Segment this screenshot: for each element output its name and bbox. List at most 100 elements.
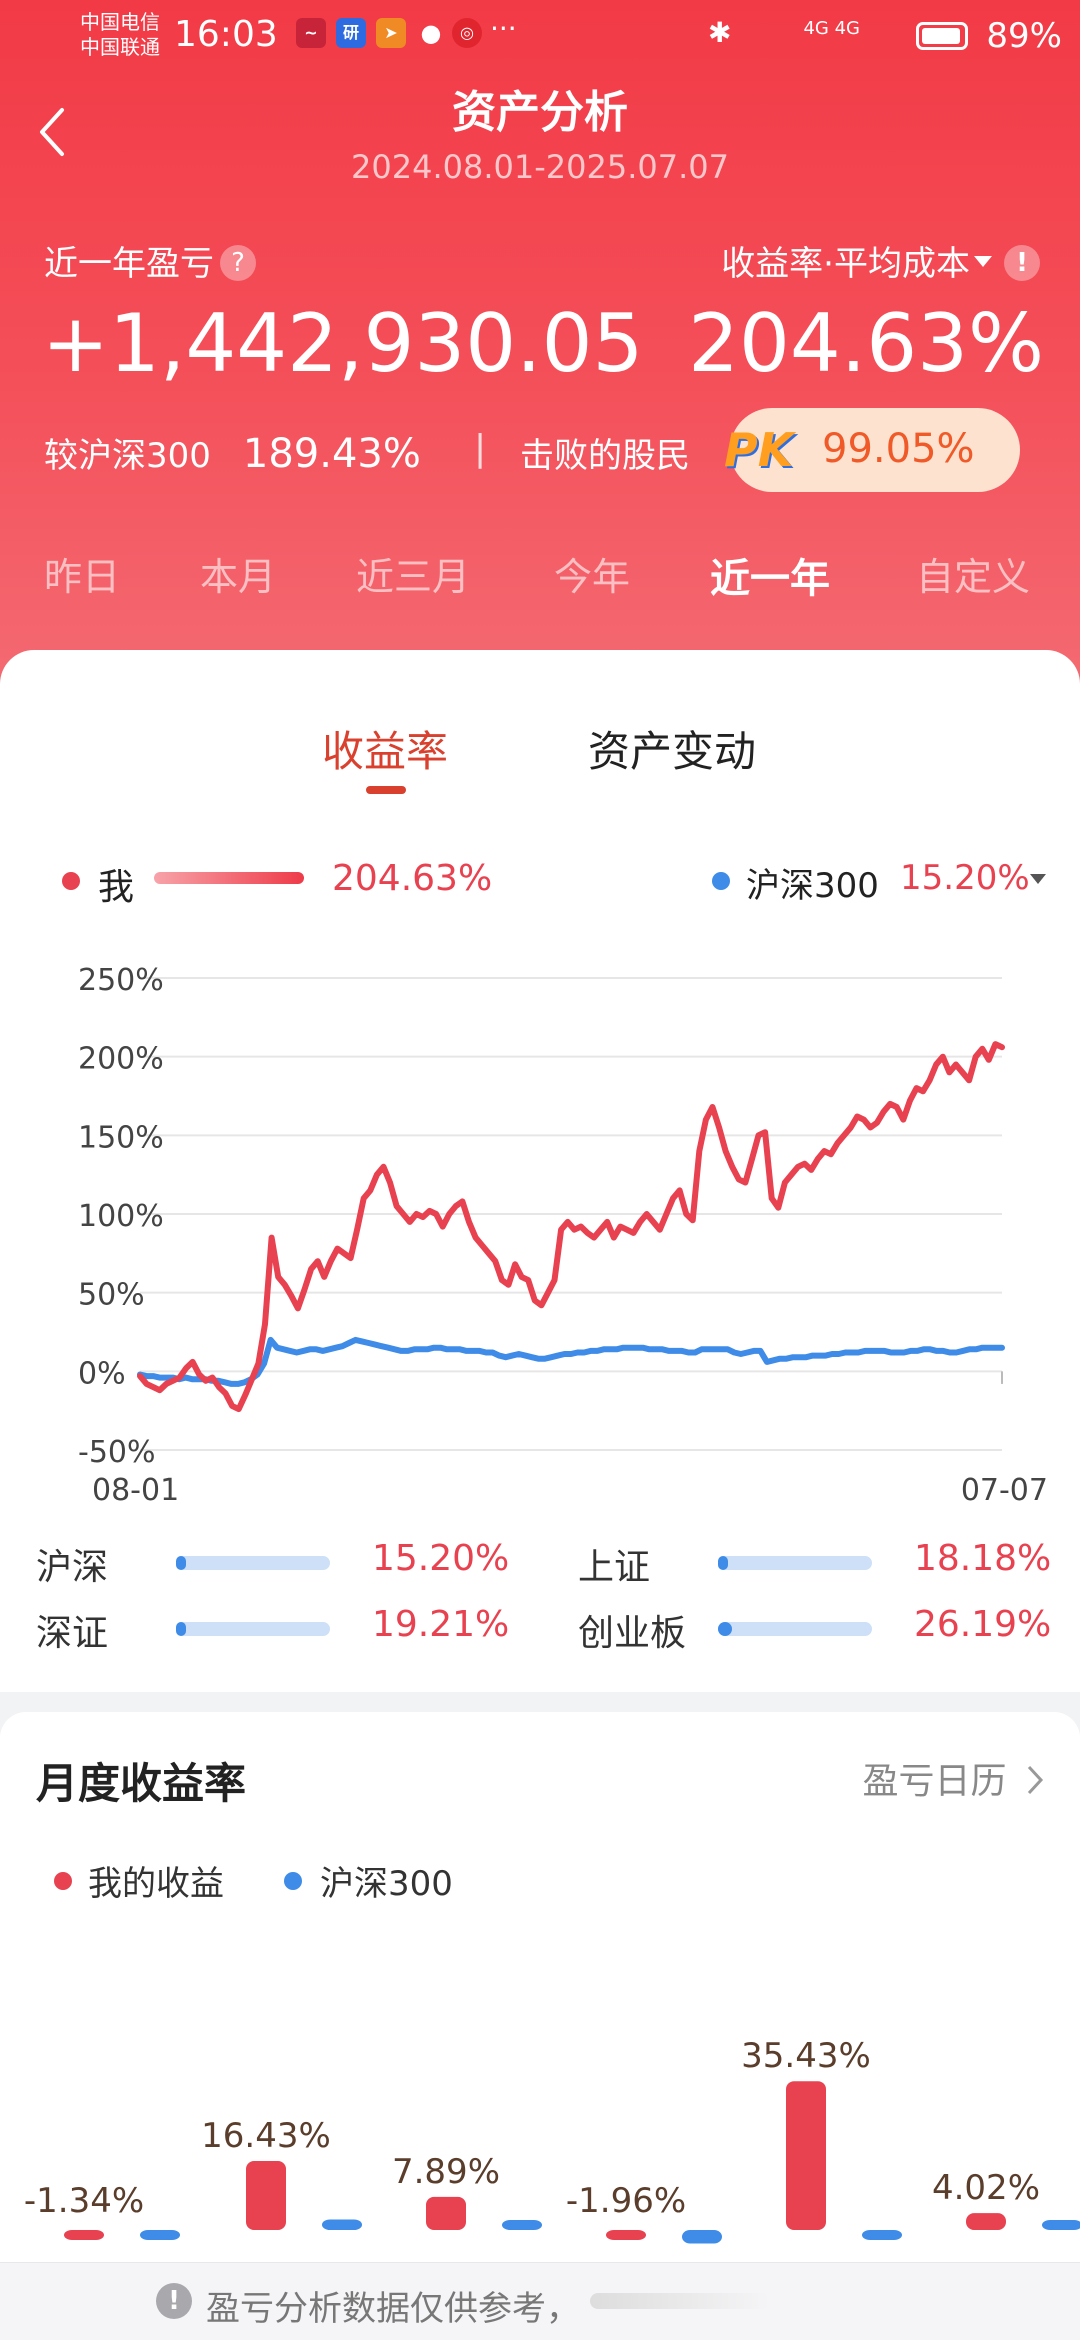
x-end-label: 07-07 bbox=[961, 1473, 1048, 1508]
beat-value[interactable]: 99.05% bbox=[822, 426, 975, 472]
tab-return-rate[interactable]: 收益率 bbox=[322, 727, 449, 776]
y-tick-label: 100% bbox=[78, 1199, 164, 1234]
bar-me bbox=[246, 2160, 286, 2230]
bar-index bbox=[322, 2219, 362, 2230]
index-dropdown-icon[interactable] bbox=[1030, 874, 1046, 884]
pnl-value: +1,442,930.05 bbox=[42, 297, 644, 390]
pnl-label: 近一年盈亏 bbox=[44, 244, 214, 284]
carrier-labels: 中国电信 中国联通 bbox=[80, 10, 160, 60]
tab-one-year[interactable]: 近一年 bbox=[710, 556, 830, 602]
index-value-cyb: 26.19% bbox=[914, 1604, 1052, 1645]
monthly-bar-chart: -1.34%-0.74%16.43%2.50%7.89%1.85%-1.96%3… bbox=[24, 2036, 1080, 2290]
index-fill-sh bbox=[718, 1556, 728, 1570]
header-panel: 中国电信 中国联通 16:03 ~ 研 ➤ ● ◎ ··· ✱ 4G 4G 89… bbox=[0, 0, 1080, 700]
date-range: 2024.08.01-2025.07.07 bbox=[351, 148, 729, 186]
legend-me-dot bbox=[62, 872, 80, 890]
bar-index bbox=[140, 2230, 180, 2240]
return-label[interactable]: 收益率·平均成本 bbox=[721, 244, 970, 284]
monthly-legend-me: 我的收益 bbox=[88, 1864, 224, 1904]
pnl-calendar-link[interactable]: 盈亏日历 bbox=[863, 1752, 1046, 1804]
bar-me bbox=[64, 2230, 104, 2240]
legend-index-value[interactable]: 15.20% bbox=[900, 858, 1030, 898]
bar-me-label: 7.89% bbox=[392, 2152, 500, 2192]
vs-label: 较沪深300 bbox=[44, 436, 211, 476]
bar-me bbox=[966, 2213, 1006, 2230]
help-icon[interactable]: ? bbox=[220, 245, 256, 281]
monthly-legend-index-dot bbox=[284, 1872, 302, 1890]
vs-value: 189.43% bbox=[242, 431, 421, 477]
info-icon: ! bbox=[156, 2283, 192, 2319]
disclaimer-fade bbox=[590, 2293, 770, 2309]
x-start-label: 08-01 bbox=[92, 1473, 179, 1508]
bar-index bbox=[682, 2230, 722, 2244]
period-tabs: 昨日 本月 近三月 今年 近一年 自定义 bbox=[0, 546, 1080, 616]
index-name-cyb: 创业板 bbox=[578, 1613, 687, 1654]
page-title: 资产分析 bbox=[452, 87, 628, 138]
chevron-right-icon[interactable] bbox=[1024, 1763, 1046, 1797]
tab-three-months[interactable]: 近三月 bbox=[356, 555, 471, 599]
beat-label: 击败的股民 bbox=[520, 436, 690, 476]
yan-app-icon: 研 bbox=[336, 18, 366, 48]
index-name-sh: 上证 bbox=[578, 1547, 651, 1588]
stock-app-icon: ~ bbox=[296, 18, 326, 48]
bar-index bbox=[862, 2230, 902, 2240]
y-tick-label: -50% bbox=[78, 1435, 156, 1470]
bar-me-label: -1.34% bbox=[24, 2181, 144, 2221]
monthly-legend-me-dot bbox=[54, 1872, 72, 1890]
divider: | bbox=[474, 428, 487, 469]
disclaimer-text: 盈亏分析数据仅供参考， bbox=[206, 2289, 580, 2329]
y-tick-label: 50% bbox=[78, 1278, 145, 1313]
index-fill-cyb bbox=[718, 1622, 732, 1636]
back-arrow-icon[interactable] bbox=[34, 104, 70, 160]
index-fill-hs bbox=[176, 1556, 186, 1570]
y-tick-label: 200% bbox=[78, 1042, 164, 1077]
tab-this-year[interactable]: 今年 bbox=[554, 555, 631, 599]
y-tick-label: 150% bbox=[78, 1120, 164, 1155]
battery-icon bbox=[916, 22, 968, 50]
active-tab-indicator bbox=[366, 786, 406, 794]
bar-me bbox=[426, 2196, 466, 2230]
tab-yesterday[interactable]: 昨日 bbox=[44, 555, 121, 599]
bar-me-label: 4.02% bbox=[932, 2168, 1040, 2208]
y-tick-label: 0% bbox=[78, 1356, 126, 1391]
bluetooth-icon: ✱ bbox=[708, 16, 732, 49]
carrier-1: 中国电信 bbox=[80, 10, 160, 34]
return-label-group[interactable]: 收益率·平均成本! bbox=[721, 236, 1040, 285]
pk-badge-icon[interactable]: PK bbox=[724, 423, 794, 477]
bar-index bbox=[502, 2220, 542, 2230]
network-indicator: 4G 4G bbox=[803, 18, 860, 39]
beat-pill[interactable] bbox=[730, 408, 1020, 492]
pnl-label-group: 近一年盈亏? bbox=[44, 236, 256, 285]
return-chart-card bbox=[0, 650, 1080, 1692]
index-value-sz: 19.21% bbox=[372, 1604, 510, 1645]
bar-me-label: -1.96% bbox=[566, 2181, 686, 2221]
status-time: 16:03 bbox=[174, 14, 278, 55]
benchmark-compare: 较沪深300 189.43% bbox=[44, 428, 421, 477]
legend-index-dot bbox=[712, 872, 730, 890]
bar-me bbox=[786, 2081, 826, 2230]
pnl-calendar-label[interactable]: 盈亏日历 bbox=[862, 1761, 1007, 1802]
y-tick-label: 250% bbox=[78, 963, 164, 998]
index-value-sh: 18.18% bbox=[914, 1538, 1052, 1579]
tab-asset-change[interactable]: 资产变动 bbox=[588, 727, 757, 776]
more-notifications-icon: ··· bbox=[490, 12, 517, 45]
disclaimer-bar: ! 盈亏分析数据仅供参考， bbox=[0, 2262, 1080, 2340]
monthly-legend-index: 沪深300 bbox=[320, 1864, 453, 1904]
bar-index bbox=[1042, 2220, 1080, 2230]
series-line-me bbox=[137, 1041, 1005, 1413]
index-name-sz: 深证 bbox=[36, 1613, 109, 1654]
bar-me-label: 35.43% bbox=[741, 2036, 871, 2076]
tab-custom[interactable]: 自定义 bbox=[916, 555, 1031, 599]
feishu-icon: ➤ bbox=[376, 18, 406, 48]
legend-me-label: 我 bbox=[98, 867, 135, 908]
warning-icon[interactable]: ! bbox=[1004, 245, 1040, 281]
index-bar-sh bbox=[718, 1556, 872, 1570]
bar-me bbox=[606, 2230, 646, 2240]
legend-me-bar bbox=[154, 872, 304, 884]
legend-index-label[interactable]: 沪深300 bbox=[746, 866, 879, 906]
bar-me-label: 16.43% bbox=[201, 2116, 331, 2156]
return-line-chart: 250% 200% 150% 100% 50% 0% -50%08-01 07-07 bbox=[78, 963, 1048, 1508]
tab-this-month[interactable]: 本月 bbox=[200, 555, 277, 599]
caret-down-icon[interactable] bbox=[974, 256, 992, 267]
return-value: 204.63% bbox=[688, 297, 1044, 390]
